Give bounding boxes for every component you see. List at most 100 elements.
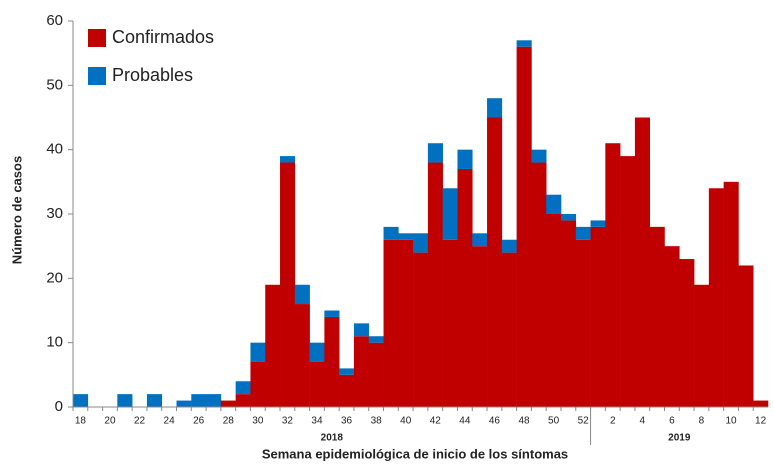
bar-segment xyxy=(560,220,577,407)
bar-segment xyxy=(73,394,89,407)
x-tick-label: 18 xyxy=(75,416,87,427)
bar-segment xyxy=(235,381,251,395)
bar-segment xyxy=(664,246,680,407)
x-tick-label: 30 xyxy=(252,416,264,427)
bar-segment xyxy=(413,252,429,407)
x-tick-label: 52 xyxy=(578,416,590,427)
bar-segment xyxy=(738,265,754,407)
bar-segment xyxy=(339,368,355,375)
bar-segment xyxy=(309,361,325,407)
x-tick-label: 28 xyxy=(223,416,235,427)
y-axis-title: Número de casos xyxy=(9,156,24,264)
bar-segment xyxy=(560,214,577,221)
bar-segment xyxy=(398,233,414,240)
year-label: 2018 xyxy=(321,433,344,444)
bar-segment xyxy=(442,188,458,240)
bar-segment xyxy=(368,342,384,407)
bar-segment xyxy=(694,284,710,407)
y-tick-label: 40 xyxy=(46,141,63,158)
bar-segment xyxy=(516,40,532,47)
bar-segment xyxy=(531,162,547,407)
bar-segment xyxy=(250,342,266,362)
bar-segment xyxy=(442,239,458,407)
x-tick-label: 46 xyxy=(489,416,501,427)
legend-swatch xyxy=(88,67,106,85)
bar-segment xyxy=(531,149,547,163)
bar-segment xyxy=(634,117,651,407)
x-tick-label: 34 xyxy=(311,416,323,427)
bar-segment xyxy=(191,394,207,407)
bar-segment xyxy=(679,259,695,407)
bar-segment xyxy=(383,226,399,240)
bar-segment xyxy=(723,181,739,407)
x-tick-label: 10 xyxy=(725,416,737,427)
bar-segment xyxy=(117,394,133,407)
x-tick-label: 22 xyxy=(134,416,146,427)
bar-segment xyxy=(294,304,310,407)
bar-segment xyxy=(309,342,325,362)
bar-segment xyxy=(546,214,562,407)
bar-segment xyxy=(324,316,340,407)
bar-segment xyxy=(206,394,222,407)
x-tick-label: 4 xyxy=(640,416,646,427)
y-tick-label: 60 xyxy=(46,12,63,29)
bar-segment xyxy=(176,400,192,407)
bar-segment xyxy=(324,310,340,317)
bar-segment xyxy=(546,194,562,214)
bar-segment xyxy=(220,400,236,407)
bar-segment xyxy=(590,220,606,227)
y-tick-label: 20 xyxy=(46,269,63,286)
bar-segment xyxy=(294,284,310,305)
bar-segment xyxy=(501,239,517,253)
bar-segment xyxy=(575,239,591,407)
bar-segment xyxy=(235,394,251,407)
bar-segment xyxy=(487,98,503,118)
x-tick-label: 48 xyxy=(518,416,530,427)
x-tick-label: 50 xyxy=(548,416,560,427)
bar-segment xyxy=(575,226,591,240)
bar-segment xyxy=(353,336,370,407)
x-tick-label: 24 xyxy=(164,416,176,427)
bar-segment xyxy=(353,323,370,337)
y-tick-label: 50 xyxy=(46,76,63,93)
bar-segment xyxy=(280,156,296,163)
y-tick-label: 0 xyxy=(55,398,63,415)
bar-segment xyxy=(427,162,443,407)
legend-swatch xyxy=(88,29,106,47)
bar-segment xyxy=(501,252,517,407)
bar-segment xyxy=(250,361,266,407)
bar-segment xyxy=(457,168,473,407)
bar-segment xyxy=(398,239,414,407)
x-tick-label: 40 xyxy=(400,416,412,427)
legend-label: Confirmados xyxy=(112,27,214,47)
bar-segment xyxy=(605,143,621,407)
bar-segment xyxy=(649,226,665,407)
x-tick-label: 44 xyxy=(459,416,471,427)
x-tick-label: 2 xyxy=(610,416,616,427)
bar-segment xyxy=(472,246,488,407)
bar-segment xyxy=(413,233,429,253)
bar-segment xyxy=(753,400,769,407)
x-axis-title: Semana epidemiológica de inicio de los s… xyxy=(262,446,568,461)
year-label: 2019 xyxy=(668,433,691,444)
bar-segment xyxy=(457,149,473,169)
x-tick-label: 8 xyxy=(699,416,705,427)
bar-segment xyxy=(265,284,281,407)
legend-label: Probables xyxy=(112,65,193,85)
x-tick-label: 6 xyxy=(669,416,675,427)
x-tick-label: 32 xyxy=(282,416,294,427)
bar-segment xyxy=(146,394,163,407)
x-tick-label: 36 xyxy=(341,416,353,427)
bar-segment xyxy=(708,188,724,407)
bar-segment xyxy=(516,46,532,407)
bar-segment xyxy=(339,374,355,407)
x-tick-label: 42 xyxy=(430,416,442,427)
bar-segment xyxy=(368,336,384,343)
x-tick-label: 38 xyxy=(371,416,383,427)
bar-segment xyxy=(427,143,443,163)
bar-segment xyxy=(590,226,606,407)
bar-segment xyxy=(620,156,636,407)
bar-segment xyxy=(383,239,399,407)
x-tick-label: 26 xyxy=(193,416,205,427)
